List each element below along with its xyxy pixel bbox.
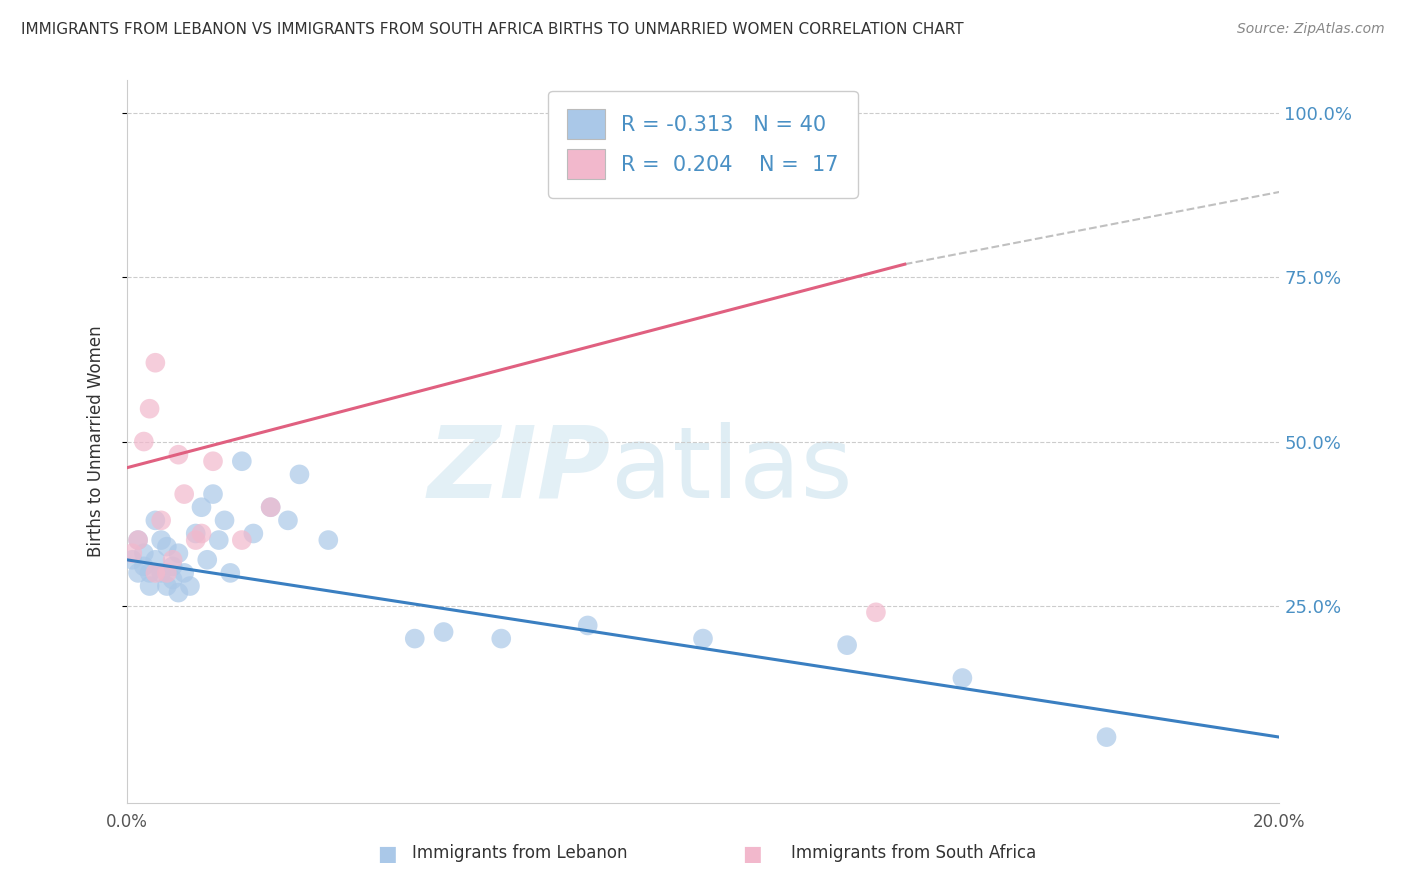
Point: [692, 632, 714, 646]
Point: [156, 566, 179, 580]
Point: [190, 500, 212, 515]
Point: [433, 625, 456, 640]
Point: [231, 454, 253, 468]
Point: [214, 513, 236, 527]
Point: [173, 487, 195, 501]
Point: [150, 533, 173, 547]
Point: [127, 533, 149, 547]
Point: [145, 356, 166, 370]
Point: [404, 632, 426, 646]
Point: [950, 671, 973, 685]
Point: [162, 573, 184, 587]
Text: Immigrants from South Africa: Immigrants from South Africa: [792, 844, 1036, 862]
Point: [127, 533, 149, 547]
Point: [190, 526, 212, 541]
Point: [156, 579, 179, 593]
Point: [277, 513, 299, 527]
Point: [491, 632, 513, 646]
Legend: R = -0.313   N = 40, R =  0.204    N =  17: R = -0.313 N = 40, R = 0.204 N = 17: [548, 91, 858, 197]
Point: [145, 566, 166, 580]
Point: [167, 585, 190, 599]
Point: [145, 553, 166, 567]
Point: [865, 605, 887, 619]
Point: [138, 401, 160, 416]
Y-axis label: Births to Unmarried Women: Births to Unmarried Women: [87, 326, 105, 558]
Point: [132, 559, 155, 574]
Point: [195, 553, 218, 567]
Point: [162, 559, 184, 574]
Point: [835, 638, 858, 652]
Point: [242, 526, 264, 541]
Point: [318, 533, 340, 547]
Text: ■: ■: [742, 844, 762, 863]
Point: [179, 579, 201, 593]
Point: [138, 579, 160, 593]
Point: [259, 500, 281, 515]
Point: [219, 566, 242, 580]
Text: Source: ZipAtlas.com: Source: ZipAtlas.com: [1237, 22, 1385, 37]
Point: [184, 526, 207, 541]
Point: [121, 553, 143, 567]
Point: [145, 513, 166, 527]
Point: [288, 467, 311, 482]
Point: [202, 454, 225, 468]
Point: [202, 487, 225, 501]
Text: ZIP: ZIP: [427, 422, 610, 519]
Text: ■: ■: [377, 844, 396, 863]
Text: atlas: atlas: [610, 422, 852, 519]
Point: [138, 566, 160, 580]
Point: [259, 500, 281, 515]
Text: IMMIGRANTS FROM LEBANON VS IMMIGRANTS FROM SOUTH AFRICA BIRTHS TO UNMARRIED WOME: IMMIGRANTS FROM LEBANON VS IMMIGRANTS FR…: [21, 22, 963, 37]
Point: [127, 566, 149, 580]
Point: [173, 566, 195, 580]
Text: Immigrants from Lebanon: Immigrants from Lebanon: [412, 844, 628, 862]
Point: [132, 434, 155, 449]
Point: [150, 566, 173, 580]
Point: [156, 540, 179, 554]
Point: [184, 533, 207, 547]
Point: [162, 553, 184, 567]
Point: [150, 513, 173, 527]
Point: [167, 546, 190, 560]
Point: [1095, 730, 1118, 744]
Point: [121, 546, 143, 560]
Point: [231, 533, 253, 547]
Point: [208, 533, 231, 547]
Point: [576, 618, 599, 632]
Point: [132, 546, 155, 560]
Point: [167, 448, 190, 462]
